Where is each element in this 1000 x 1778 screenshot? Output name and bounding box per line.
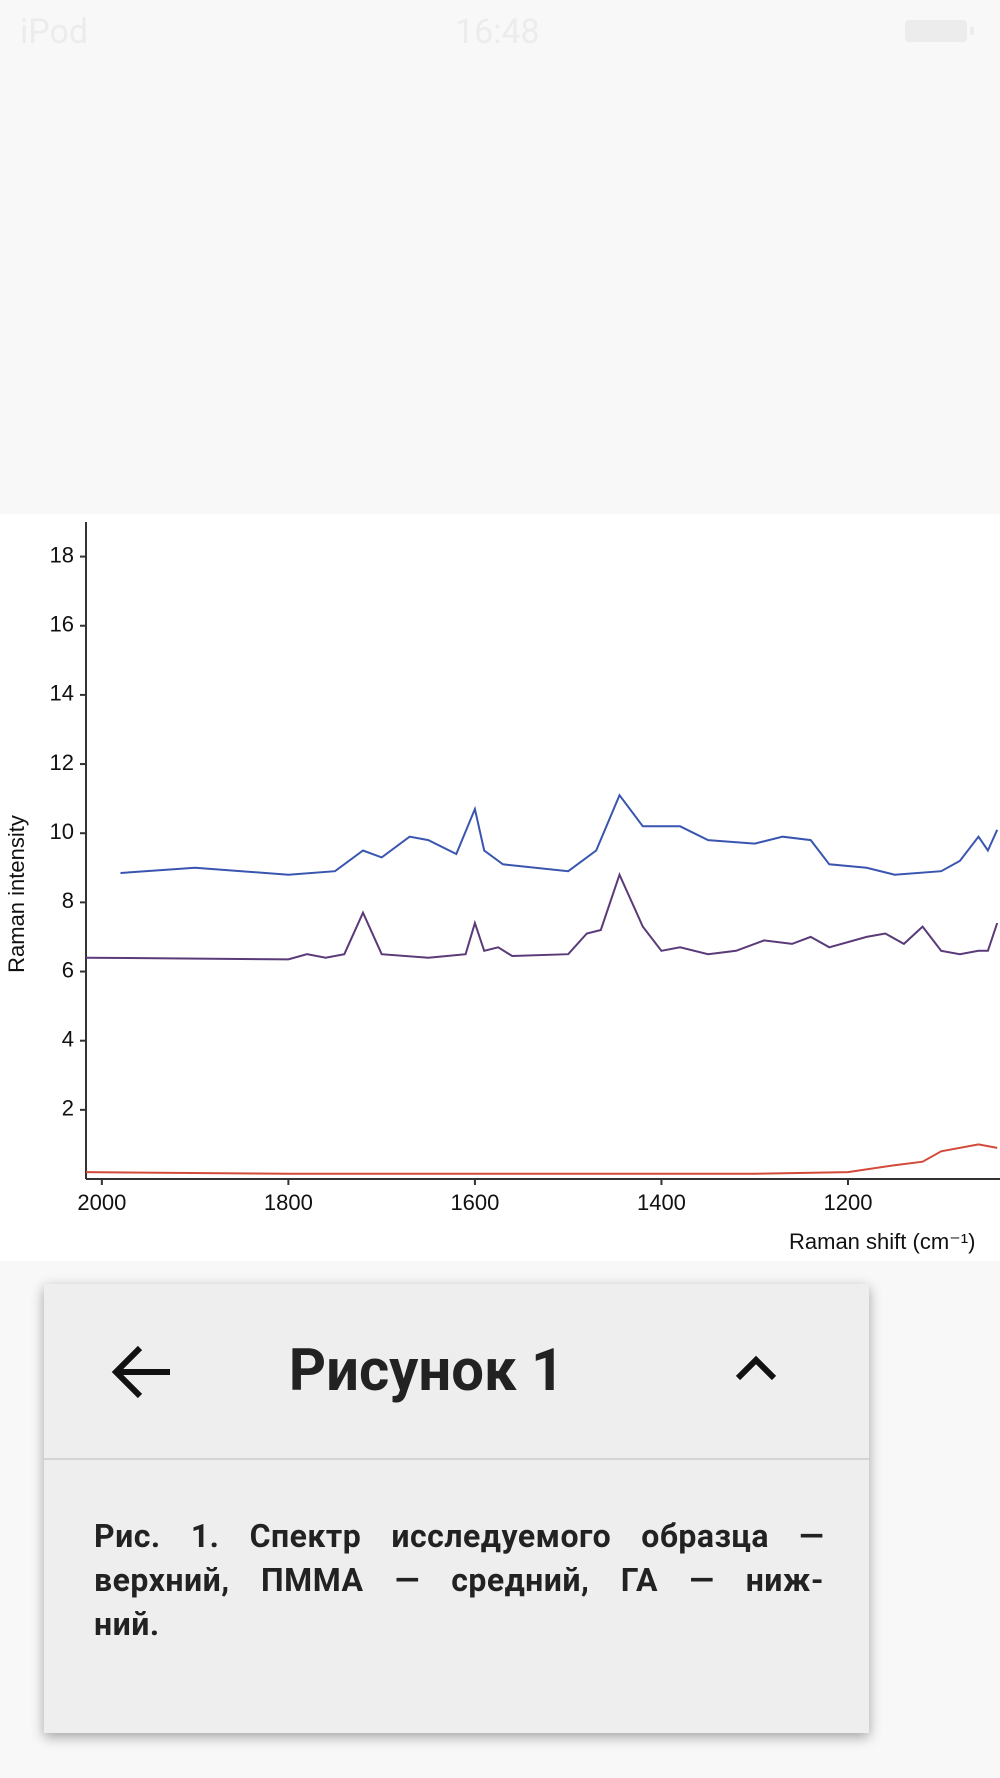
y-tick-label: 12 bbox=[50, 750, 74, 775]
x-tick-label: 1800 bbox=[264, 1190, 313, 1215]
x-axis-label: Raman shift (cm⁻¹) bbox=[789, 1229, 975, 1254]
caption: Рис. 1. Спектр исследуемого образца — вер… bbox=[94, 1514, 824, 1646]
y-tick-label: 10 bbox=[50, 819, 74, 844]
y-tick-label: 8 bbox=[62, 888, 74, 913]
series-line bbox=[120, 793, 999, 876]
y-tick-label: 18 bbox=[50, 542, 74, 567]
y-axis-label: Raman intensity bbox=[4, 815, 29, 973]
figure-panel: Рисунок 1 Рис. 1. Спектр исследуемого об… bbox=[44, 1284, 869, 1733]
battery bbox=[905, 20, 974, 42]
caption-line: Рис. 1. Спектр исследуемого образца — bbox=[94, 1517, 824, 1555]
collapse-button[interactable] bbox=[734, 1354, 778, 1384]
y-tick-label: 2 bbox=[62, 1096, 74, 1121]
chart: Raman intensity Raman shift (cm⁻¹) 2 4 6 8 1… bbox=[0, 514, 1000, 1261]
y-tick-label: 14 bbox=[50, 681, 74, 706]
back-button[interactable] bbox=[110, 1342, 174, 1402]
x-tick-label: 2000 bbox=[77, 1190, 126, 1215]
x-tick-label: 1600 bbox=[450, 1190, 499, 1215]
status-bar: iPod 16:48 bbox=[0, 0, 1000, 62]
series-line bbox=[85, 1143, 998, 1175]
x-tick-label: 1400 bbox=[637, 1190, 686, 1215]
panel-header: Рисунок 1 bbox=[44, 1284, 869, 1460]
caption-line: ний. bbox=[94, 1605, 160, 1643]
panel-title: Рисунок 1 bbox=[288, 1337, 565, 1405]
y-tick-label: 4 bbox=[62, 1026, 74, 1051]
y-tick-label: 6 bbox=[62, 957, 74, 982]
series-line bbox=[85, 871, 999, 961]
y-tick-label: 16 bbox=[50, 612, 74, 637]
caption-line: верхний, ПММА — средний, ГА — ниж- bbox=[94, 1561, 824, 1599]
carrier: iPod bbox=[20, 12, 89, 52]
x-tick-label: 1200 bbox=[824, 1190, 873, 1215]
clock: 16:48 bbox=[455, 12, 540, 52]
